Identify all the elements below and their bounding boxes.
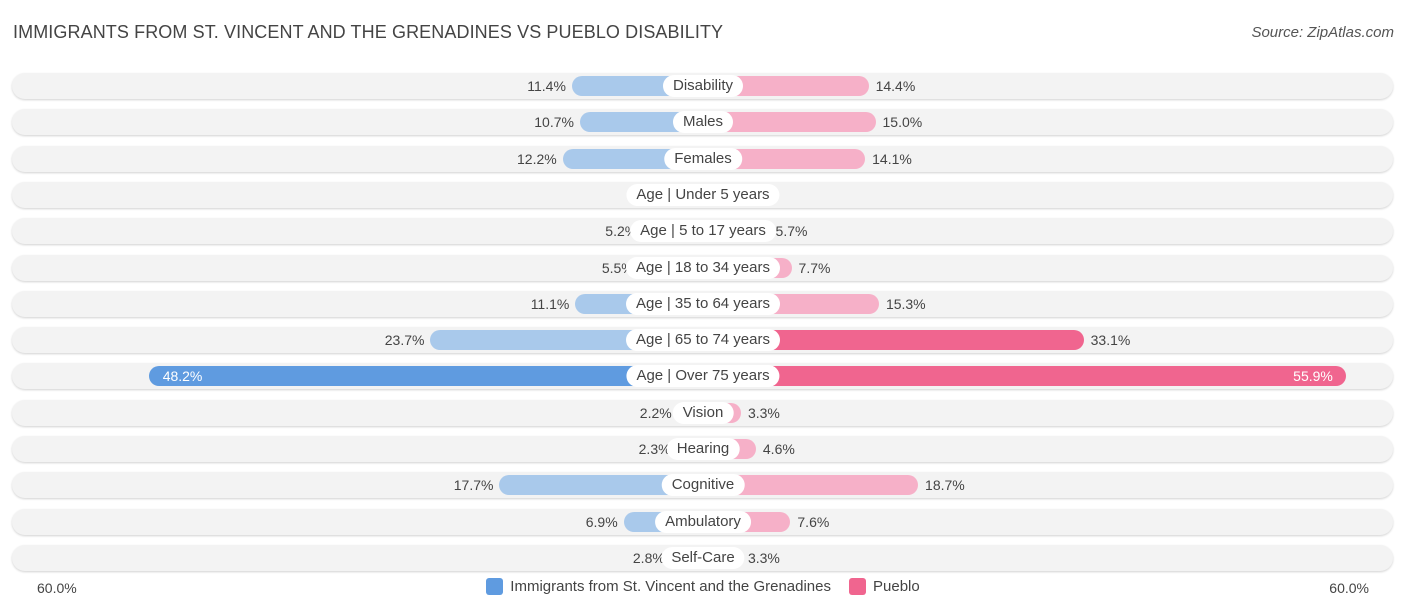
value-label-right: 15.0% — [882, 114, 923, 130]
category-label: Vision — [672, 402, 734, 424]
value-label-right: 3.3% — [747, 405, 780, 421]
value-label-left: 2.8% — [632, 550, 665, 566]
value-label-right: 3.3% — [747, 550, 780, 566]
category-label: Age | Over 75 years — [626, 365, 780, 387]
category-label: Age | 5 to 17 years — [630, 220, 776, 242]
value-label-right: 7.6% — [797, 514, 830, 530]
value-label-left: 23.7% — [384, 332, 425, 348]
value-label-left: 11.1% — [530, 296, 570, 312]
legend-swatch-right — [849, 578, 866, 595]
value-label-right: 7.7% — [798, 260, 831, 276]
bar-left — [148, 366, 703, 386]
bar-right — [703, 149, 866, 169]
category-label: Age | Under 5 years — [626, 184, 780, 206]
value-label-right: 33.1% — [1090, 332, 1131, 348]
value-label-left: 17.7% — [453, 477, 494, 493]
legend-item-left: Immigrants from St. Vincent and the Gren… — [486, 578, 831, 595]
bar-left — [499, 475, 703, 495]
value-label-right: 18.7% — [925, 477, 965, 493]
value-label-right: 4.6% — [762, 441, 795, 457]
category-label: Females — [664, 148, 742, 170]
value-label-right: 55.9% — [1293, 368, 1333, 384]
bar-right — [703, 366, 1346, 386]
value-label-right: 5.7% — [775, 223, 808, 239]
value-label-left: 11.4% — [527, 78, 566, 94]
axis-right-label: 60.0% — [1329, 580, 1369, 596]
bar-right — [703, 112, 876, 132]
bar-right — [703, 76, 869, 96]
category-label: Hearing — [666, 438, 740, 460]
legend: Immigrants from St. Vincent and the Gren… — [0, 578, 1406, 595]
category-label: Disability — [662, 75, 744, 97]
value-label-left: 5.5% — [601, 260, 634, 276]
category-label: Age | 35 to 64 years — [626, 293, 780, 315]
value-label-right: 15.3% — [885, 296, 926, 312]
value-label-left: 2.3% — [638, 441, 671, 457]
source-label: Source: ZipAtlas.com — [1251, 24, 1394, 41]
bar-left — [579, 112, 703, 132]
axis-left-label: 60.0% — [37, 580, 77, 596]
category-label: Ambulatory — [655, 511, 751, 533]
legend-label-right: Pueblo — [873, 578, 920, 595]
bar-right — [703, 330, 1084, 350]
value-label-left: 6.9% — [585, 514, 618, 530]
value-label-left: 2.2% — [639, 405, 672, 421]
value-label-right: 14.4% — [875, 78, 916, 94]
value-label-left: 12.2% — [517, 151, 557, 167]
category-label: Males — [672, 111, 734, 133]
category-label: Age | 65 to 74 years — [626, 329, 780, 351]
category-label: Age | 18 to 34 years — [626, 257, 780, 279]
category-label: Cognitive — [661, 474, 745, 496]
value-label-right: 14.1% — [872, 151, 912, 167]
chart-title: IMMIGRANTS FROM ST. VINCENT AND THE GREN… — [13, 22, 724, 42]
value-label-left: 5.2% — [605, 223, 638, 239]
value-label-left: 10.7% — [534, 114, 574, 130]
legend-label-left: Immigrants from St. Vincent and the Gren… — [510, 578, 831, 595]
legend-item-right: Pueblo — [849, 578, 920, 595]
legend-swatch-left — [486, 578, 504, 595]
category-label: Self-Care — [661, 547, 745, 569]
bar-right — [703, 475, 919, 495]
value-label-left: 48.2% — [162, 368, 203, 384]
